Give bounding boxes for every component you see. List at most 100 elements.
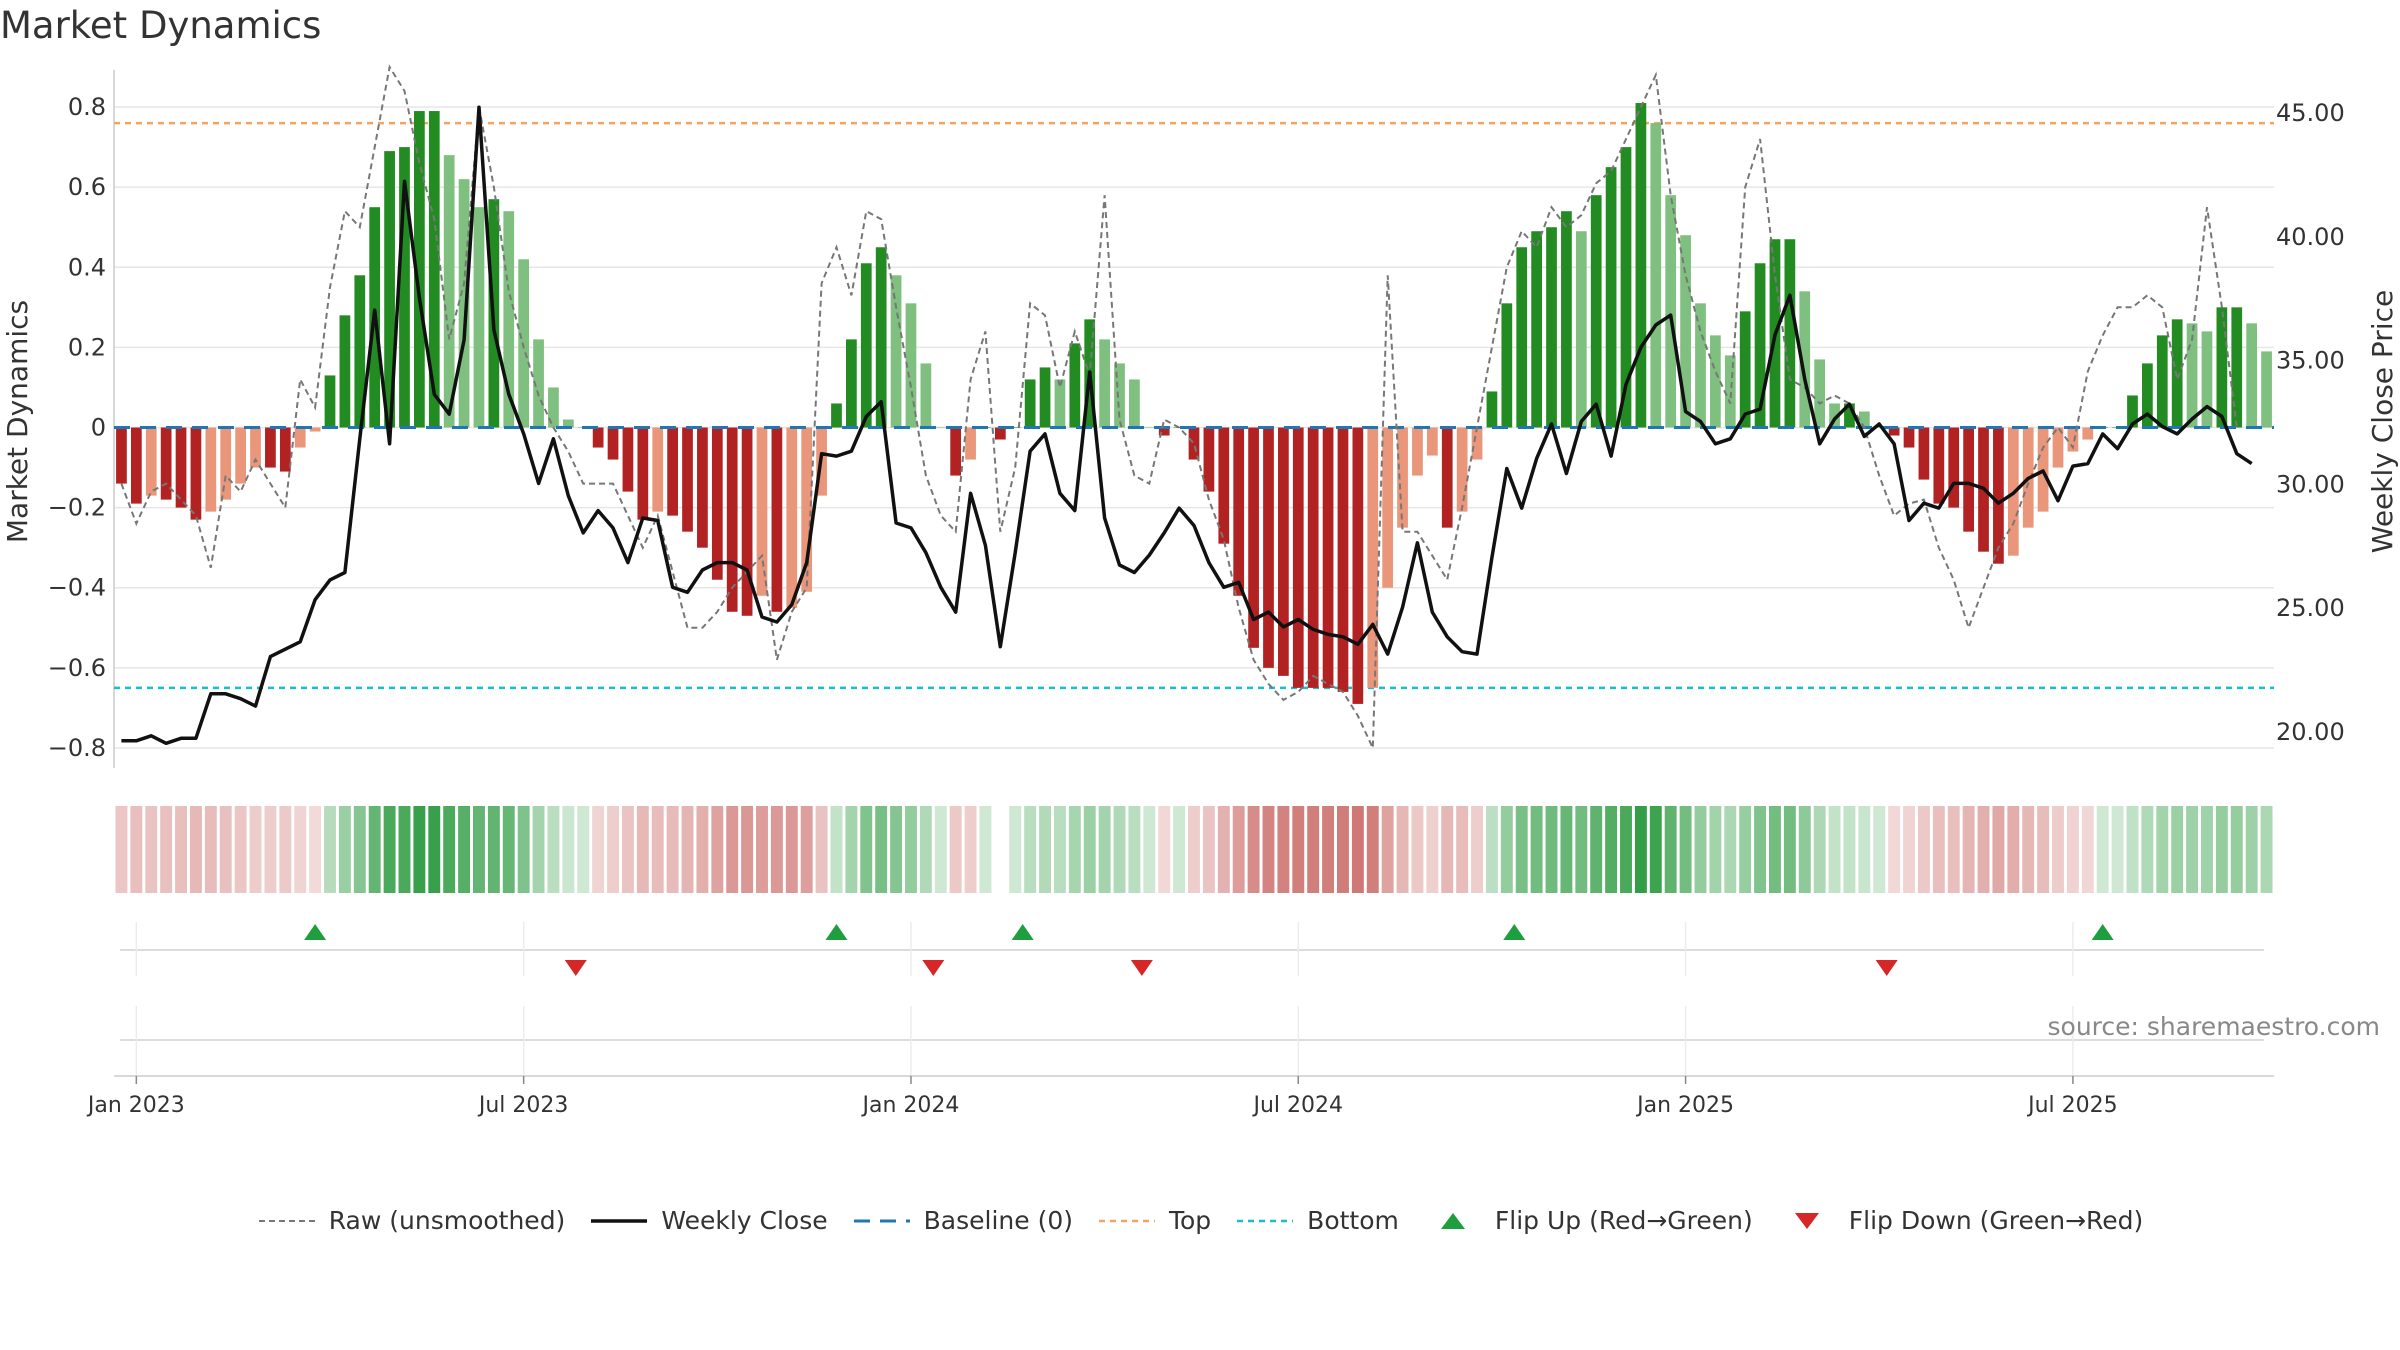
heat-strip-cell: [651, 806, 664, 893]
heat-strip-cell: [1709, 806, 1722, 893]
legend-swatch-flip_down: [1794, 1212, 1819, 1229]
heat-strip-cell: [309, 806, 322, 893]
dynamics-bar: [205, 427, 217, 512]
heat-strip-cell: [2215, 806, 2228, 893]
dynamics-bar: [1605, 167, 1617, 428]
heat-strip-cell: [1679, 806, 1692, 893]
heat-strip-cell: [1530, 806, 1543, 893]
heat-strip-cell: [830, 806, 843, 893]
heat-strip-cell: [1590, 806, 1603, 893]
dynamics-bar: [1903, 427, 1915, 448]
legend-label: Flip Up (Red→Green): [1494, 1206, 1753, 1235]
dynamics-bar: [1188, 427, 1200, 460]
heat-strip-cell: [1962, 806, 1975, 893]
heat-strip-cell: [1664, 806, 1677, 893]
heat-strip-cell: [502, 806, 515, 893]
dynamics-bar: [1426, 427, 1438, 456]
heat-strip-cell: [279, 806, 292, 893]
heat-strip-cell: [636, 806, 649, 893]
dynamics-bar: [1218, 427, 1230, 544]
dynamics-bar: [2082, 427, 2094, 440]
heat-strip-cell: [1903, 806, 1915, 893]
heat-strip-cell: [979, 806, 992, 893]
dynamics-bar: [920, 363, 932, 428]
heat-strip-cell: [1098, 806, 1111, 893]
y2-tick-label: 20.00: [2276, 718, 2345, 746]
source-credit: source: sharemaestro.com: [2047, 1012, 2381, 1041]
dynamics-bar: [2171, 319, 2183, 428]
legend-item-top: Top: [1097, 1206, 1211, 1235]
dynamics-bar: [548, 387, 559, 428]
heat-strip-cell: [1277, 806, 1290, 893]
heat-strip-cell: [1888, 806, 1901, 893]
heat-strip-cell: [115, 806, 128, 893]
heat-strip-cell: [160, 806, 173, 893]
heat-strip-cell: [487, 806, 500, 893]
dynamics-bar: [324, 375, 336, 428]
heat-strip-cell: [621, 806, 634, 893]
dynamics-bar: [562, 419, 574, 428]
heat-strip-cell: [428, 806, 441, 893]
dynamics-bar: [443, 155, 455, 428]
legend-swatch-top: [1098, 1219, 1155, 1222]
heat-strip-cell: [532, 806, 545, 893]
heat-strip-cell: [2230, 806, 2243, 893]
heat-strip-cell: [1947, 806, 1960, 893]
heat-strip-cell: [696, 806, 709, 893]
heat-strip-cell: [1769, 806, 1781, 893]
heat-strip-cell: [562, 806, 575, 893]
y-tick-label: 0.6: [68, 173, 106, 201]
heat-strip-cell: [1500, 806, 1513, 893]
dynamics-bar: [1680, 235, 1691, 428]
dynamics-bar: [1590, 195, 1602, 428]
dynamics-bar: [1829, 403, 1840, 428]
heat-strip-cell: [815, 806, 828, 893]
heat-strip-cell: [264, 806, 277, 893]
legend-item-flip_down: Flip Down (Green→Red): [1777, 1206, 2143, 1235]
heat-strip-cell: [1634, 806, 1647, 893]
dynamics-bar: [458, 179, 470, 428]
heat-strip-cell: [368, 806, 381, 893]
heat-strip-cell: [1292, 806, 1305, 893]
legend-swatch-close: [591, 1218, 648, 1223]
dynamics-bar: [2201, 331, 2213, 428]
dynamics-bar: [1575, 231, 1587, 428]
dynamics-bar: [1441, 427, 1453, 528]
dynamics-bar: [473, 207, 485, 428]
heat-strip-cell: [949, 806, 962, 893]
heat-strip-cell: [1873, 806, 1886, 893]
dynamics-bar: [1248, 427, 1259, 648]
dynamics-bar: [1352, 427, 1364, 704]
heat-strip-cell: [2156, 806, 2169, 893]
heat-strip-cell: [219, 806, 232, 893]
dynamics-bar: [756, 427, 768, 596]
legend-marker: [1440, 1212, 1465, 1229]
y-tick-label: 0.2: [68, 333, 106, 361]
heat-strip-cell: [726, 806, 739, 893]
heat-strip-cell: [592, 806, 605, 893]
dynamics-bar: [860, 263, 872, 428]
dynamics-bar: [726, 427, 738, 612]
dynamics-bar: [1501, 303, 1513, 428]
heat-strip-cell: [1351, 806, 1364, 893]
chart-title: Market Dynamics: [0, 4, 322, 47]
dynamics-bar: [831, 403, 842, 428]
heat-strip-cell: [2111, 806, 2124, 893]
heat-strip-cell: [1977, 806, 1990, 893]
flip-down-marker: [564, 960, 587, 976]
dynamics-bar: [1858, 411, 1870, 428]
dynamics-bar: [1367, 427, 1379, 688]
dynamics-bar: [890, 275, 902, 428]
legend-item-flip_up: Flip Up (Red→Green): [1423, 1206, 1753, 1235]
legend-label: Bottom: [1307, 1206, 1399, 1235]
x-tick-label: Jul 2024: [1252, 1093, 1344, 1118]
legend-item-bottom: Bottom: [1235, 1206, 1399, 1235]
heat-strip-cell: [1188, 806, 1200, 893]
dynamics-bar: [607, 427, 619, 460]
dynamics-bar: [1635, 103, 1647, 428]
dynamics-bar: [533, 339, 544, 428]
y2-axis-title: Weekly Close Price: [2366, 290, 2399, 553]
dynamics-bar: [1963, 427, 1974, 532]
x-tick-label: Jan 2025: [1635, 1093, 1734, 1118]
dynamics-bar: [637, 427, 649, 520]
